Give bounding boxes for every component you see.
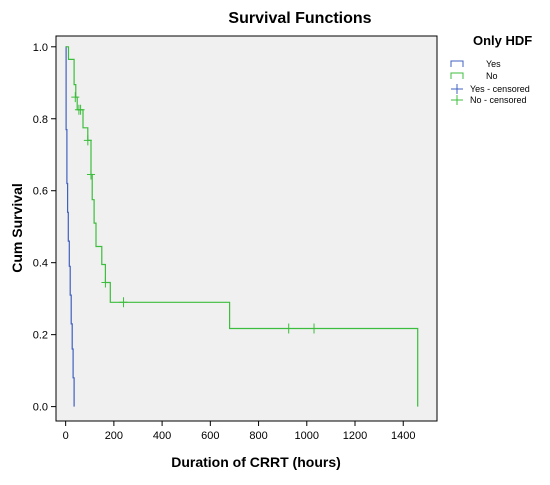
y-axis: 0.0 0.2 0.4 0.6 0.8 1.0 (33, 42, 56, 414)
x-tick-label: 600 (201, 430, 219, 442)
censor-mark (86, 169, 95, 180)
legend-yes-label: Yes (486, 59, 501, 69)
x-axis-title: Duration of CRRT (hours) (171, 454, 341, 470)
legend-no-label: No (486, 71, 498, 81)
x-axis: 0 200 400 600 800 1000 1200 1400 (63, 421, 415, 442)
plot-area (55, 35, 438, 422)
legend-yes-censored-label: Yes - censored (470, 84, 530, 94)
censor-mark (119, 297, 128, 308)
x-tick-label: 1000 (295, 430, 319, 442)
x-tick-label: 800 (249, 430, 267, 442)
censor-mark (76, 104, 85, 115)
legend-item-yes-censored: Yes - censored (451, 84, 530, 94)
censor-mark (284, 323, 293, 334)
y-tick-label: 0.8 (33, 114, 48, 126)
x-tick-label: 0 (63, 430, 69, 442)
legend-no-swatch (450, 72, 464, 79)
series-line-yes (65, 46, 75, 407)
legend-yes-swatch (450, 60, 464, 67)
censor-mark (310, 323, 319, 334)
legend-item-yes: Yes (450, 59, 501, 69)
legend-item-no: No (450, 71, 498, 81)
x-tick-label: 1400 (391, 430, 415, 442)
y-tick-label: 0.6 (33, 186, 48, 198)
x-tick-label: 1200 (343, 430, 367, 442)
legend-no-censored-label: No - censored (470, 95, 527, 105)
x-tick-label: 400 (153, 430, 171, 442)
legend-no-censored-swatch (451, 95, 463, 105)
y-tick-label: 0.4 (33, 258, 48, 270)
y-tick-label: 1.0 (33, 42, 48, 54)
censor-marks (71, 92, 319, 334)
legend: Only HDF Yes No Yes - censored No - cens… (450, 33, 532, 105)
legend-title: Only HDF (473, 33, 532, 48)
legend-yes-censored-swatch (451, 84, 463, 94)
censor-mark (83, 135, 92, 146)
x-tick-label: 200 (105, 430, 123, 442)
legend-item-no-censored: No - censored (451, 95, 527, 105)
censor-mark (71, 92, 80, 103)
chart-title: Survival Functions (228, 10, 371, 27)
y-tick-label: 0.2 (33, 330, 48, 342)
y-axis-title: Cum Survival (9, 183, 25, 272)
y-tick-label: 0.0 (33, 402, 48, 414)
censor-mark (101, 277, 110, 288)
